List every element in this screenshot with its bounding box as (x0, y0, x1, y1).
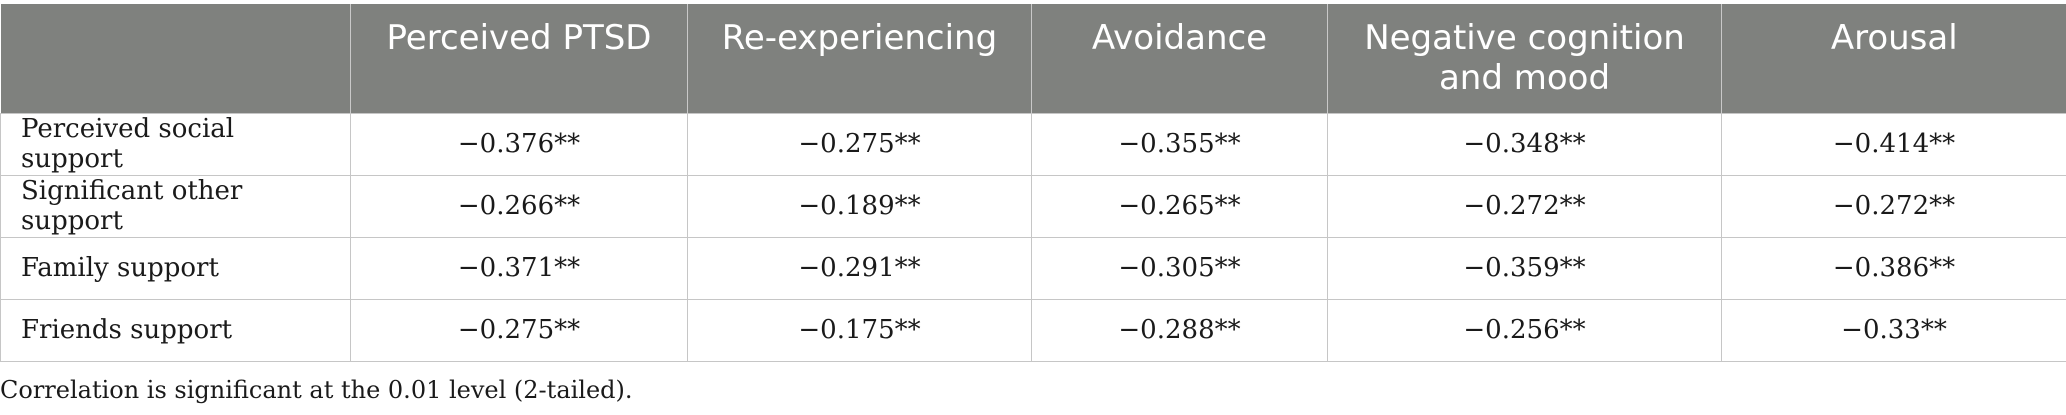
table-cell: −0.291** (687, 236, 1032, 299)
header-cell-re-experiencing: Re-experiencing (687, 4, 1032, 113)
table-cell: −0.348** (1327, 112, 1722, 175)
table-cell: −0.272** (1721, 174, 2066, 237)
table-row: Significant other support −0.266** −0.18… (0, 174, 2066, 237)
table-cell: −0.265** (1031, 174, 1328, 237)
table-cell: −0.189** (687, 174, 1032, 237)
header-row: Perceived PTSD Re-experiencing Avoidance… (0, 4, 2066, 113)
header-cell-perceived-ptsd: Perceived PTSD (350, 4, 688, 113)
table-cell: −0.175** (687, 298, 1032, 362)
row-label: Friends support (0, 298, 351, 362)
table-cell: −0.288** (1031, 298, 1328, 362)
table-cell: −0.275** (687, 112, 1032, 175)
row-label: Family support (0, 236, 351, 299)
table-cell: −0.33** (1721, 298, 2066, 362)
table-cell: −0.305** (1031, 236, 1328, 299)
table-cell: −0.272** (1327, 174, 1722, 237)
table-cell: −0.275** (350, 298, 688, 362)
table-cell: −0.376** (350, 112, 688, 175)
table-cell: −0.414** (1721, 112, 2066, 175)
table-row: Friends support −0.275** −0.175** −0.288… (0, 298, 2066, 362)
table-row: Perceived social support −0.376** −0.275… (0, 112, 2066, 175)
table-cell: −0.386** (1721, 236, 2066, 299)
header-cell-arousal: Arousal (1721, 4, 2066, 113)
table-cell: −0.266** (350, 174, 688, 237)
table-cell: −0.359** (1327, 236, 1722, 299)
correlation-table: Perceived PTSD Re-experiencing Avoidance… (0, 4, 2066, 362)
table-cell: −0.371** (350, 236, 688, 299)
correlation-table-container: Perceived PTSD Re-experiencing Avoidance… (0, 4, 2066, 362)
header-cell-empty (0, 4, 351, 113)
table-cell: −0.256** (1327, 298, 1722, 362)
table-cell: −0.355** (1031, 112, 1328, 175)
header-cell-negative-cognition: Negative cognition and mood (1327, 4, 1722, 113)
header-cell-avoidance: Avoidance (1031, 4, 1328, 113)
row-label: Perceived social support (0, 112, 351, 175)
table-footnote: Correlation is significant at the 0.01 l… (0, 376, 633, 404)
row-label: Significant other support (0, 174, 351, 237)
table-row: Family support −0.371** −0.291** −0.305*… (0, 236, 2066, 299)
